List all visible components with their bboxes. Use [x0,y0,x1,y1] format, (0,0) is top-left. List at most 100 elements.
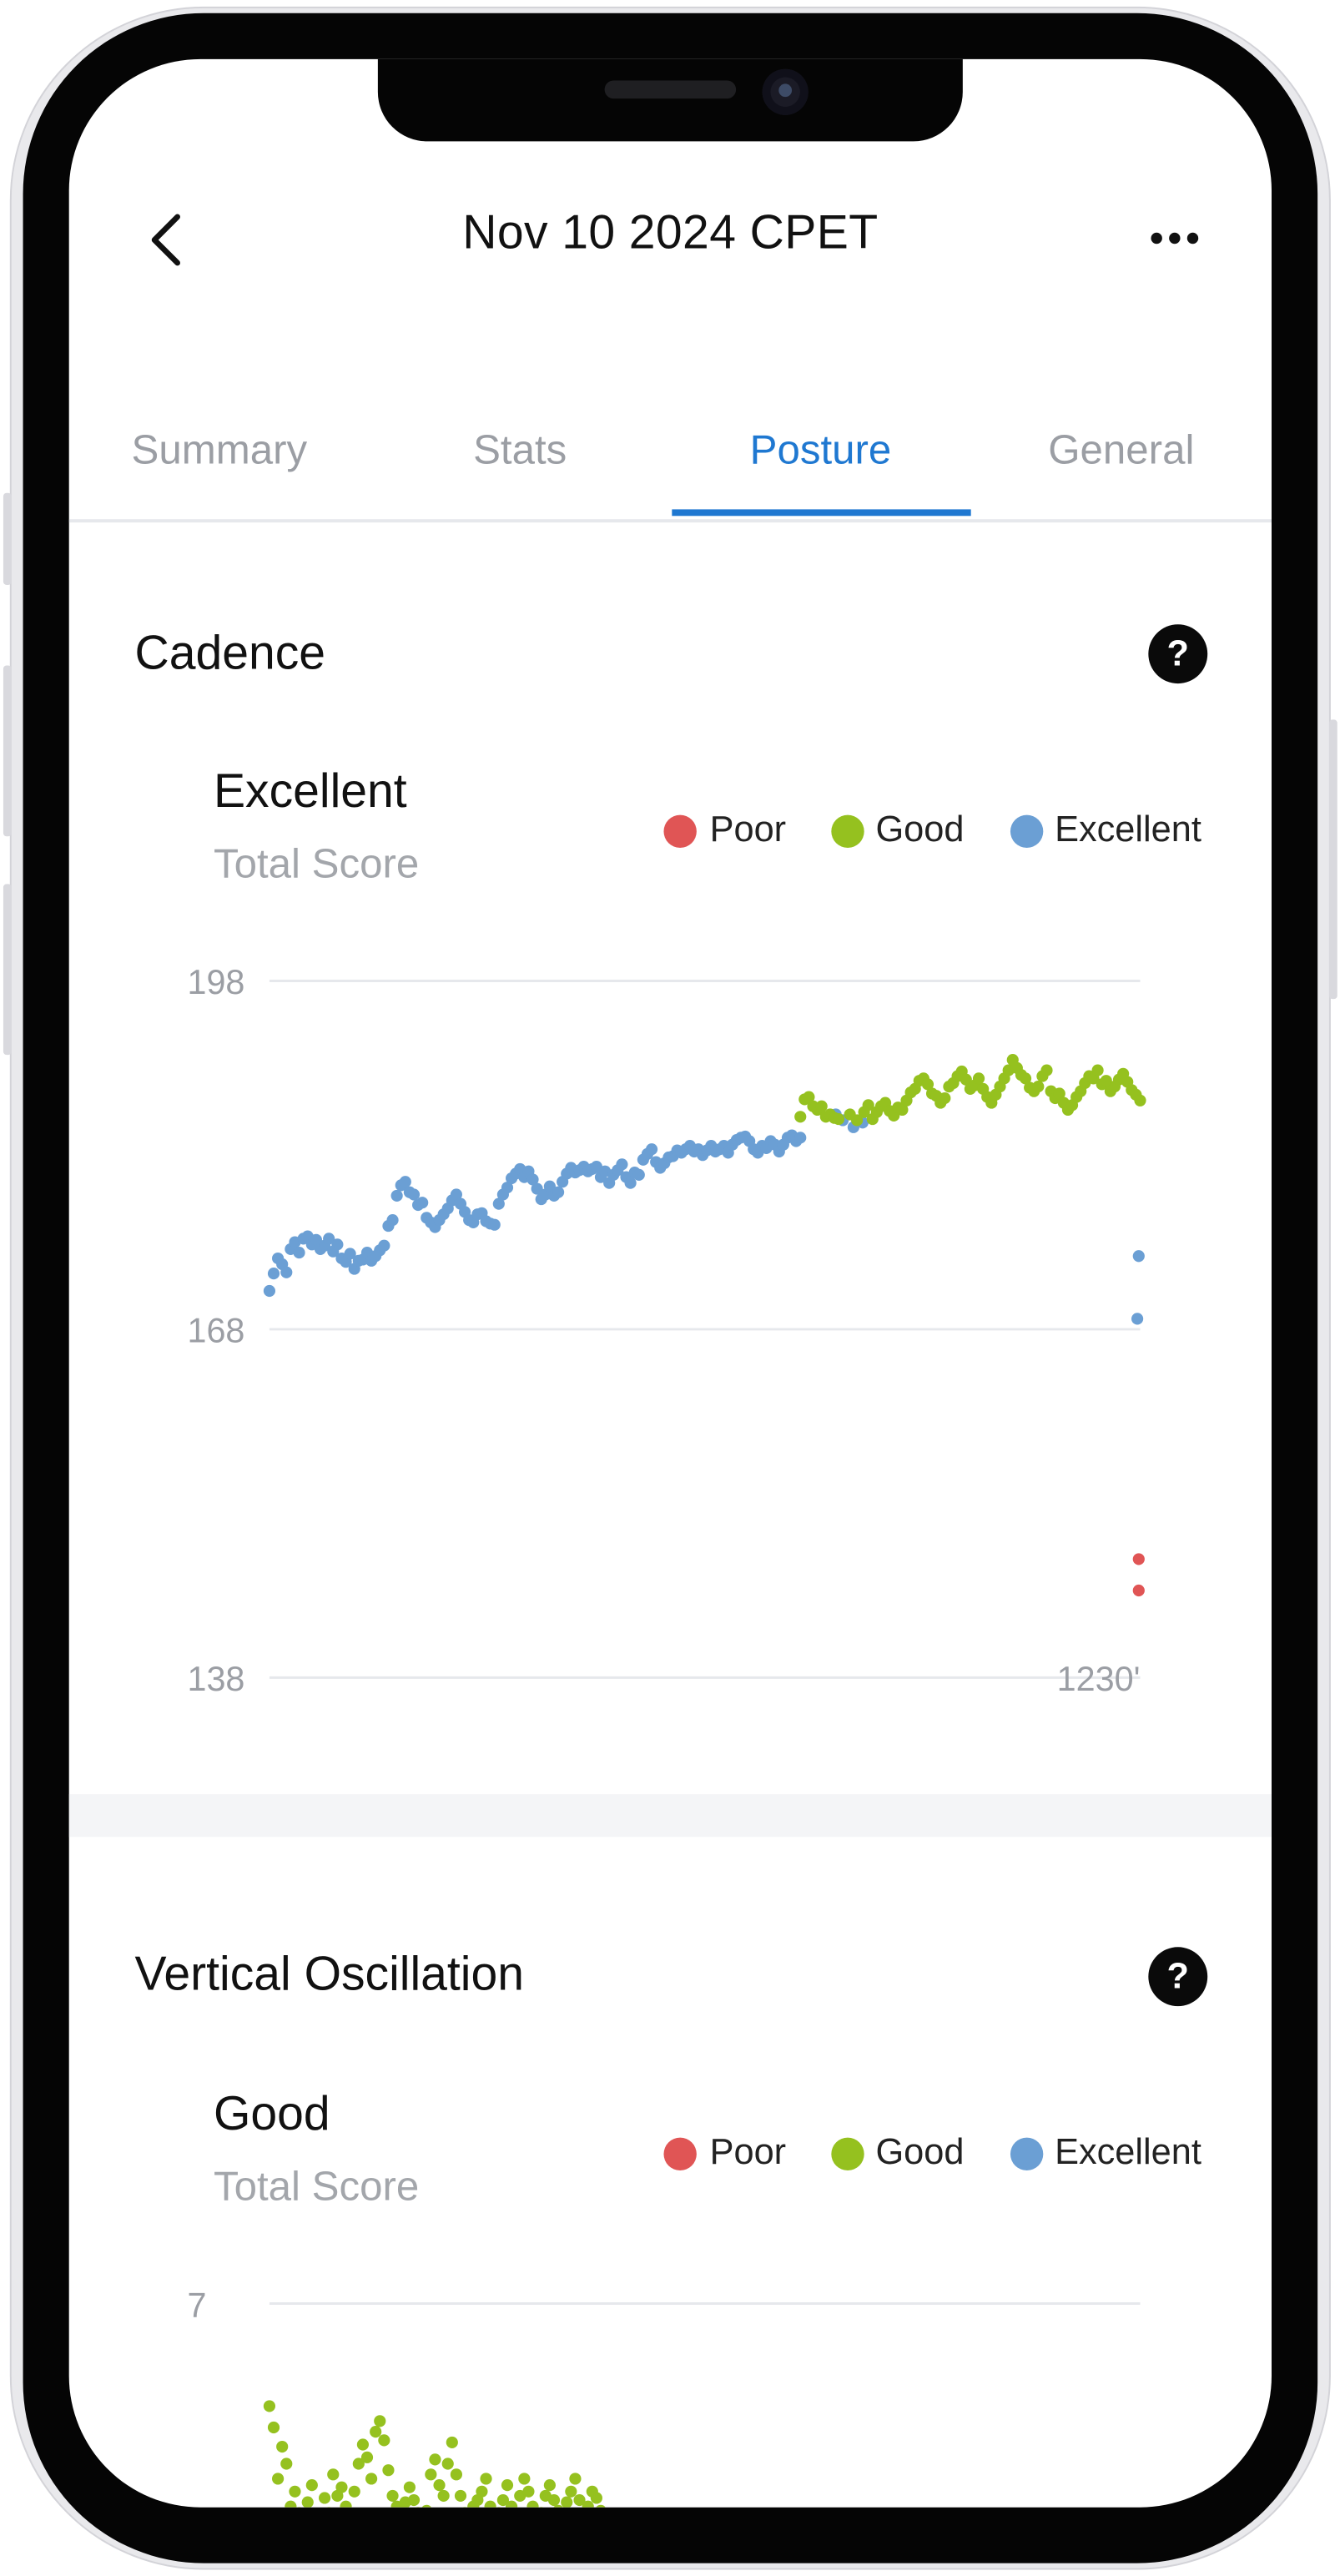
volume-button [3,492,12,585]
chart-legend: Poor Good Excellent [644,2131,1202,2180]
data-point-good [939,1091,951,1105]
active-tab-indicator [672,509,971,517]
data-point-good [569,2473,582,2485]
speaker-grille [604,80,737,99]
data-point-good [862,1099,874,1112]
data-point-good [352,2458,365,2470]
data-point-good [501,2479,514,2492]
more-button[interactable] [1140,217,1209,260]
data-point-excellent [293,1246,305,1259]
data-point-excellent [624,1177,637,1189]
data-point-good [437,2489,450,2502]
notch [377,58,963,142]
chevron-left-icon [151,214,180,266]
data-point-excellent [263,1284,276,1298]
help-button[interactable]: ? [1148,1947,1208,2007]
tab-summary[interactable]: Summary [131,426,308,474]
legend-label-poor: Poor [709,2130,787,2173]
data-point-excellent [310,1233,323,1246]
help-button[interactable]: ? [1148,624,1208,684]
volume-button [3,884,12,1056]
data-point-good [305,2479,318,2492]
data-point-good [433,2479,446,2492]
data-point-good [382,2464,395,2477]
data-point-good [526,2500,539,2508]
data-point-excellent [416,1197,429,1209]
data-point-good [1040,1064,1053,1076]
data-point-good [289,2485,301,2498]
back-button[interactable] [134,204,200,276]
data-point-excellent [399,1176,411,1188]
chart-legend: Poor Good Excellent [644,809,1202,858]
data-point-good [407,2493,421,2507]
legend-dot-excellent [1010,814,1044,849]
data-point-excellent [632,1168,645,1181]
data-point-excellent [267,1268,280,1280]
data-point-good [1019,1072,1032,1085]
more-horizontal-icon [1151,232,1199,244]
data-point-good [446,2436,458,2449]
y-tick-label: 198 [187,963,244,1001]
card-title-vertical-oscillation: Vertical Oscillation [134,1948,524,2002]
data-point-good [794,1111,807,1123]
data-point-excellent [407,1188,421,1201]
page-title: Nov 10 2024 CPET [462,207,879,260]
data-point-excellent [531,1182,543,1195]
tab-bar: Summary Stats Posture General [68,407,1272,523]
data-point-good [374,2415,386,2427]
data-point-good [851,1114,864,1127]
legend-label-good: Good [875,808,965,849]
cadence-chart: 198 168 138 1230' [187,963,1146,1698]
tab-general[interactable]: General [1048,426,1195,474]
legend-dot-good [831,2137,864,2171]
data-point-excellent [280,1266,293,1278]
data-point-good [832,1112,845,1126]
data-point-good [1032,1081,1045,1093]
data-point-good [596,2504,606,2508]
data-point-excellent [501,1182,514,1194]
volume-button [3,665,12,837]
data-point-good [327,2468,340,2481]
score-value: Excellent [213,765,407,819]
legend-label-poor: Poor [709,808,787,849]
legend-dot-poor [663,814,697,849]
data-point-excellent [552,1186,565,1198]
data-point-excellent [616,1158,628,1171]
data-point-good [335,2481,348,2493]
data-point-excellent [488,1218,501,1231]
data-point-good [582,2500,594,2508]
data-point-excellent [344,1248,356,1260]
data-point-good [370,2426,382,2438]
data-point-poor [1132,1584,1145,1597]
legend-dot-excellent [1010,2137,1044,2171]
data-point-excellent [331,1238,344,1251]
vertical-oscillation-chart: 7 [187,2286,1141,2508]
data-point-excellent [645,1143,658,1156]
tab-stats[interactable]: Stats [473,426,567,474]
legend-label-excellent: Excellent [1055,2130,1201,2173]
data-point-good [348,2485,360,2498]
data-point-good [263,2400,276,2412]
data-point-good [518,2473,531,2485]
data-point-good [547,2493,561,2507]
score-value: Good [213,2088,330,2141]
data-point-excellent [323,1233,335,1245]
data-point-good [267,2421,280,2434]
tab-posture[interactable]: Posture [749,426,892,474]
data-point-good [365,2473,378,2485]
data-point-good [356,2438,369,2451]
data-point-poor [1132,1553,1145,1565]
data-point-good [285,2500,297,2508]
data-point-good [429,2453,441,2466]
data-point-good [441,2458,454,2470]
data-point-good [480,2473,492,2485]
data-point-good [565,2485,577,2498]
data-point-good [590,2492,602,2504]
front-camera [762,68,809,115]
data-point-good [496,2493,509,2507]
data-point-good [1053,1087,1065,1100]
app-screen: Nov 10 2024 CPET Summary Stats Posture G… [68,58,1272,2508]
x-tick-label: 1230' [1057,1660,1141,1698]
data-point-good [921,1078,934,1091]
data-point-good [319,2492,331,2504]
